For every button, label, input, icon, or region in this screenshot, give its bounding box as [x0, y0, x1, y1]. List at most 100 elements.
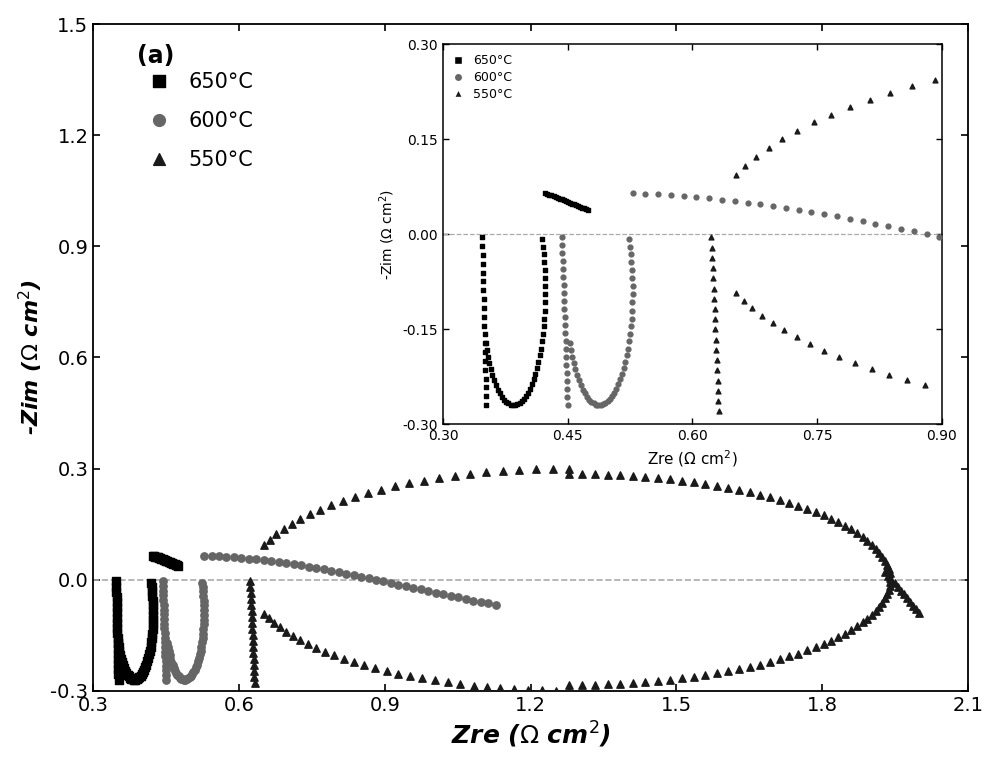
550°C — [612, 678, 628, 690]
550°C — [302, 509, 318, 521]
650°C — [134, 668, 150, 680]
600°C — [156, 608, 172, 621]
550°C — [242, 581, 258, 594]
550°C — [245, 641, 261, 653]
550°C — [625, 677, 641, 690]
600°C — [196, 609, 212, 621]
550°C — [262, 534, 278, 546]
650°C — [145, 549, 161, 561]
550°C — [859, 535, 875, 547]
650°C — [167, 558, 183, 570]
550°C — [799, 644, 815, 657]
550°C — [506, 683, 522, 695]
600°C — [271, 556, 287, 568]
600°C — [157, 640, 173, 653]
650°C — [151, 551, 167, 564]
550°C — [356, 659, 372, 671]
550°C — [245, 629, 261, 641]
550°C — [637, 471, 653, 483]
600°C — [383, 577, 399, 589]
550°C — [247, 677, 263, 690]
550°C — [612, 469, 628, 482]
600°C — [176, 673, 192, 686]
550°C — [245, 635, 261, 647]
650°C — [110, 647, 126, 660]
650°C — [116, 662, 132, 674]
650°C — [138, 658, 154, 670]
550°C — [600, 469, 616, 481]
600°C — [211, 550, 227, 562]
600°C — [158, 655, 174, 667]
650°C — [145, 609, 161, 621]
600°C — [428, 587, 444, 599]
550°C — [772, 494, 788, 506]
650°C — [109, 591, 125, 603]
600°C — [293, 559, 309, 571]
550°C — [823, 634, 839, 647]
600°C — [166, 662, 182, 674]
550°C — [534, 684, 550, 696]
600°C — [301, 561, 317, 573]
600°C — [179, 673, 195, 685]
600°C — [187, 664, 203, 676]
600°C — [171, 670, 187, 683]
600°C — [160, 641, 176, 653]
550°C — [367, 662, 383, 674]
650°C — [145, 614, 161, 626]
650°C — [127, 673, 143, 686]
650°C — [145, 599, 161, 611]
600°C — [159, 637, 175, 650]
600°C — [163, 656, 179, 668]
600°C — [196, 618, 212, 630]
550°C — [731, 484, 747, 496]
650°C — [118, 667, 134, 679]
650°C — [139, 655, 155, 667]
650°C — [125, 673, 141, 686]
650°C — [141, 648, 157, 660]
550°C — [323, 499, 339, 512]
550°C — [874, 597, 890, 609]
600°C — [368, 574, 384, 586]
550°C — [261, 612, 277, 624]
550°C — [877, 592, 893, 604]
650°C — [109, 611, 125, 624]
550°C — [431, 472, 447, 484]
550°C — [877, 566, 893, 578]
600°C — [435, 588, 451, 601]
600°C — [420, 585, 436, 597]
650°C — [153, 553, 169, 565]
650°C — [110, 668, 126, 680]
650°C — [117, 664, 133, 676]
600°C — [286, 558, 302, 571]
550°C — [401, 477, 417, 489]
650°C — [144, 590, 160, 602]
550°C — [871, 547, 887, 559]
650°C — [169, 559, 185, 571]
600°C — [162, 649, 178, 661]
550°C — [256, 607, 272, 620]
Legend: 650°C, 600°C, 550°C: 650°C, 600°C, 550°C — [130, 54, 270, 187]
600°C — [196, 604, 212, 616]
650°C — [145, 604, 161, 616]
550°C — [587, 469, 603, 481]
600°C — [193, 640, 209, 653]
600°C — [473, 596, 489, 608]
600°C — [256, 554, 272, 566]
650°C — [110, 653, 126, 665]
600°C — [180, 673, 196, 685]
550°C — [908, 603, 924, 615]
650°C — [113, 653, 129, 665]
550°C — [600, 678, 616, 690]
600°C — [195, 581, 211, 593]
600°C — [196, 594, 212, 607]
550°C — [347, 491, 363, 503]
550°C — [816, 638, 832, 650]
550°C — [520, 683, 536, 696]
650°C — [114, 656, 130, 668]
550°C — [720, 482, 736, 494]
550°C — [246, 659, 262, 671]
550°C — [911, 607, 927, 619]
550°C — [882, 571, 898, 584]
550°C — [243, 594, 259, 606]
650°C — [157, 555, 173, 567]
